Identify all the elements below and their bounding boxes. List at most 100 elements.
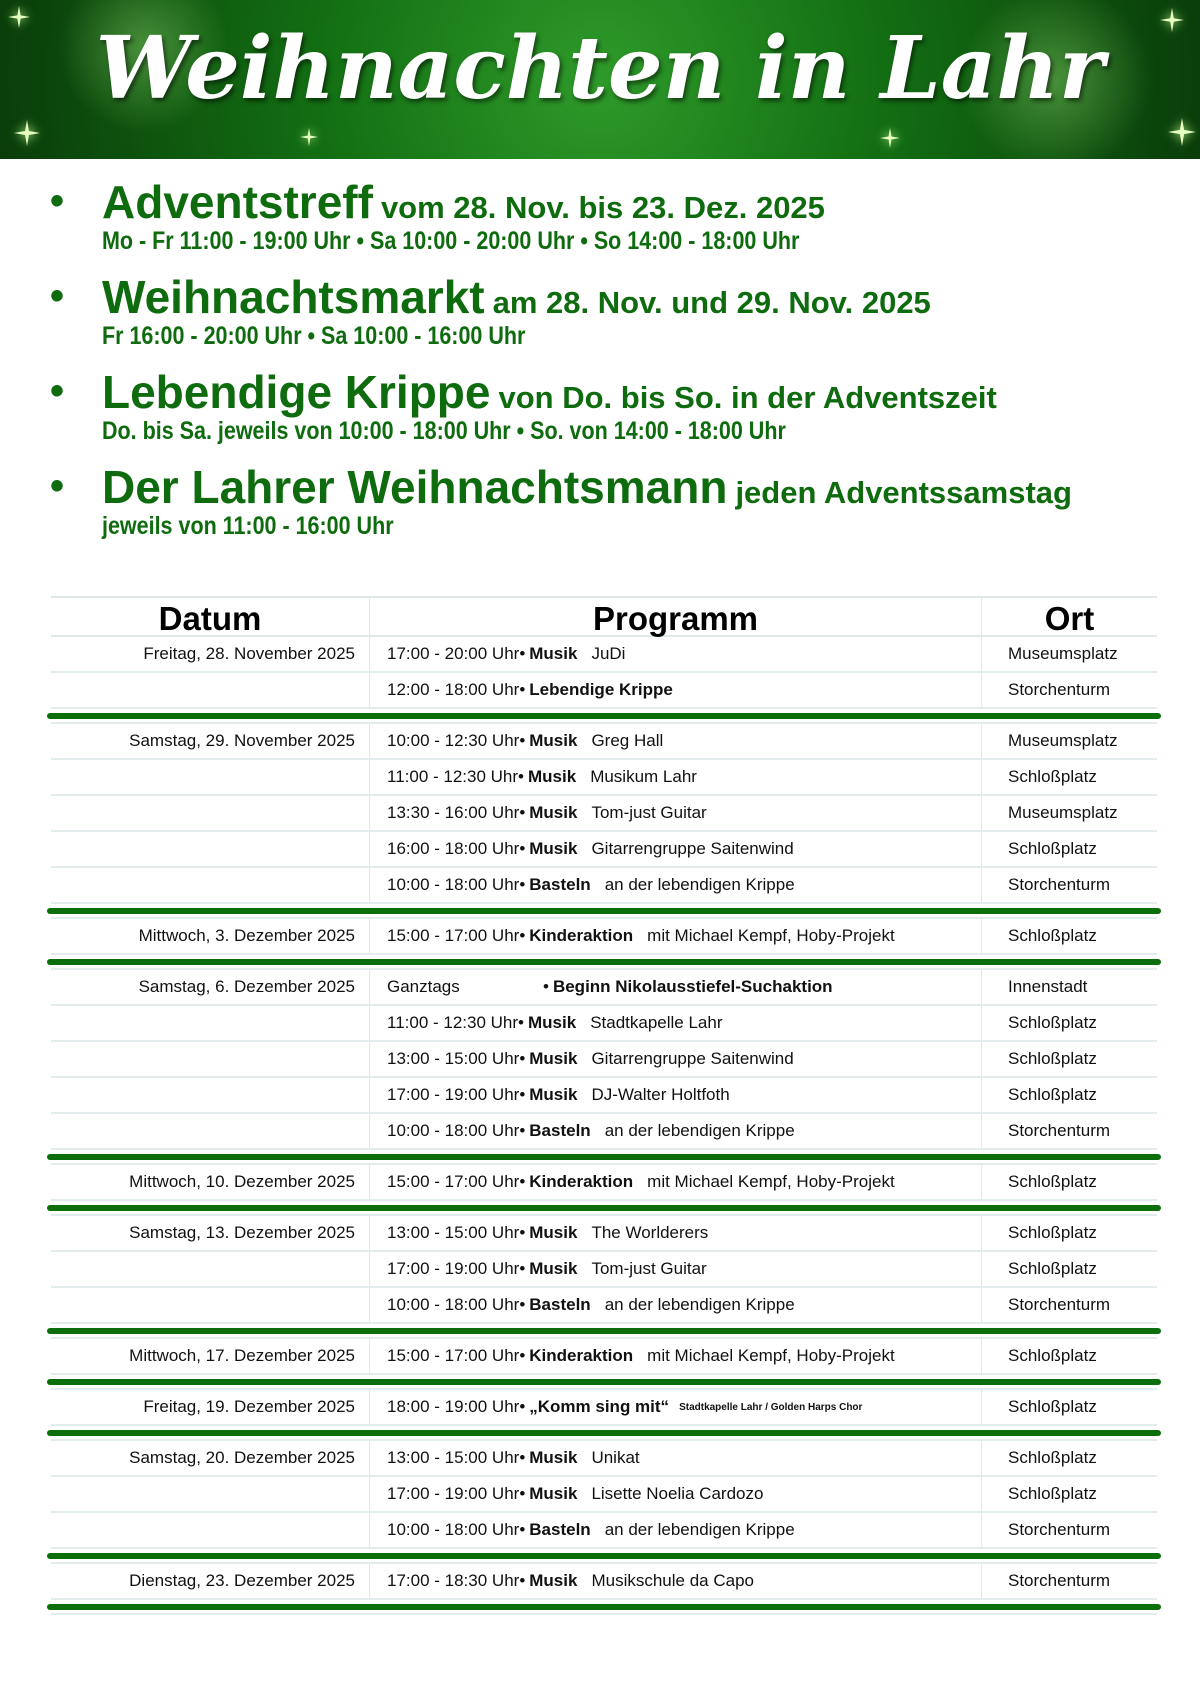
category-text: Musik <box>529 1049 578 1068</box>
table-row: 13:00 - 15:00 Uhr • Musik Gitarrengruppe … <box>51 1042 1157 1078</box>
event-times: Fr 16:00 - 20:00 Uhr • Sa 10:00 - 16:00 … <box>102 322 526 350</box>
group-divider <box>47 1426 1161 1441</box>
time-text: 10:00 - 12:30 Uhr <box>387 731 520 750</box>
table-row: Samstag, 6. Dezember 2025 Ganztags • Begi… <box>51 970 1157 1006</box>
place-cell: Schloßplatz <box>982 832 1157 866</box>
date-cell <box>51 796 369 830</box>
table-row: Dienstag, 23. Dezember 2025 17:00 - 18:30… <box>51 1564 1157 1600</box>
bullet-icon: • <box>519 680 526 699</box>
detail-text: The Worlderers <box>591 1223 709 1242</box>
program-cell: 10:00 - 12:30 Uhr • Musik Greg Hall <box>369 724 982 758</box>
table-row: 12:00 - 18:00 Uhr • Lebendige Krippe Stor… <box>51 673 1157 709</box>
time-text: 17:00 - 18:30 Uhr <box>387 1571 520 1590</box>
event-name: Der Lahrer Weihnachtsmann <box>102 461 728 513</box>
place-cell: Schloßplatz <box>982 1006 1157 1040</box>
place-text: Schloßplatz <box>1008 926 1097 945</box>
bullet-icon: • <box>519 731 526 750</box>
event-dates: am 28. Nov. und 29. Nov. 2025 <box>492 285 931 320</box>
event-times-wrap: Fr 16:00 - 20:00 Uhr • Sa 10:00 - 16:00 … <box>102 322 1180 351</box>
date-cell <box>51 1477 369 1511</box>
place-cell: Schloßplatz <box>982 919 1157 953</box>
program-cell: Ganztags • Beginn Nikolausstiefel-Suchak… <box>369 970 982 1004</box>
sparkle-icon <box>8 6 30 28</box>
category-text: Musik <box>528 1013 577 1032</box>
table-row: 10:00 - 18:00 Uhr • Basteln an der lebend… <box>51 1513 1157 1549</box>
bullet-icon: • <box>519 1085 526 1104</box>
group-divider <box>47 1375 1161 1390</box>
place-text: Schloßplatz <box>1008 1172 1097 1191</box>
detail-text: an der lebendigen Krippe <box>604 1295 795 1314</box>
time-text: 10:00 - 18:00 Uhr <box>387 1295 520 1314</box>
place-text: Schloßplatz <box>1008 1223 1097 1242</box>
sparkle-icon <box>1168 118 1196 146</box>
program-cell: 17:00 - 19:00 Uhr • Musik Lisette Noelia … <box>369 1477 982 1511</box>
place-cell: Museumsplatz <box>982 724 1157 758</box>
program-table: Datum Programm Ort Freitag, 28. November… <box>47 596 1161 1615</box>
time-text: 15:00 - 17:00 Uhr <box>387 926 520 945</box>
bullet-icon: • <box>519 875 526 894</box>
event-name: Lebendige Krippe <box>102 366 491 418</box>
date-cell <box>51 673 369 707</box>
category-text: Musik <box>529 839 578 858</box>
table-row: 11:00 - 12:30 Uhr • Musik Stadtkapelle La… <box>51 1006 1157 1042</box>
group-divider <box>47 955 1161 970</box>
time-text: 12:00 - 18:00 Uhr <box>387 680 520 699</box>
time-text: 10:00 - 18:00 Uhr <box>387 1520 520 1539</box>
place-text: Storchenturm <box>1008 875 1111 894</box>
date-text: Samstag, 6. Dezember 2025 <box>138 977 355 996</box>
event-dates: jeden Adventssamstag <box>735 475 1072 510</box>
time-text: 17:00 - 19:00 Uhr <box>387 1484 520 1503</box>
time-text: 13:00 - 15:00 Uhr <box>387 1223 520 1242</box>
detail-text: Musikschule da Capo <box>591 1571 754 1590</box>
category-text: Musik <box>528 767 577 786</box>
group-divider <box>47 1600 1161 1615</box>
table-row: 10:00 - 18:00 Uhr • Basteln an der lebend… <box>51 868 1157 904</box>
page-title: Weihnachten in Lahr <box>95 18 1105 119</box>
place-text: Storchenturm <box>1008 1295 1111 1314</box>
table-row: 10:00 - 18:00 Uhr • Basteln an der lebend… <box>51 1114 1157 1150</box>
table-row: 17:00 - 19:00 Uhr • Musik DJ-Walter Holtf… <box>51 1078 1157 1114</box>
bullet-icon: • <box>519 1295 526 1314</box>
place-cell: Storchenturm <box>982 1288 1157 1322</box>
detail-text: JuDi <box>591 644 626 663</box>
date-cell: Mittwoch, 17. Dezember 2025 <box>51 1339 369 1373</box>
place-text: Schloßplatz <box>1008 1448 1097 1467</box>
date-text: Samstag, 20. Dezember 2025 <box>129 1448 355 1467</box>
table-row: 17:00 - 19:00 Uhr • Musik Lisette Noelia … <box>51 1477 1157 1513</box>
detail-text: Unikat <box>591 1448 640 1467</box>
place-text: Museumsplatz <box>1008 803 1118 822</box>
program-cell: 17:00 - 19:00 Uhr • Musik DJ-Walter Holtf… <box>369 1078 982 1112</box>
place-text: Schloßplatz <box>1008 839 1097 858</box>
place-text: Schloßplatz <box>1008 1259 1097 1278</box>
program-cell: 17:00 - 19:00 Uhr • Musik Tom-just Guitar <box>369 1252 982 1286</box>
program-cell: 17:00 - 20:00 Uhr • Musik JuDi <box>369 637 982 671</box>
category-text: Lebendige Krippe <box>529 680 673 699</box>
detail-text: mit Michael Kempf, Hoby-Projekt <box>647 926 895 945</box>
detail-text: Gitarrengruppe Saitenwind <box>591 839 794 858</box>
group-divider <box>47 1201 1161 1216</box>
date-cell: Dienstag, 23. Dezember 2025 <box>51 1564 369 1598</box>
event-name: Weihnachtsmarkt <box>102 271 485 323</box>
bullet-icon: • <box>518 767 524 786</box>
bullet-icon: • <box>519 926 526 945</box>
place-cell: Storchenturm <box>982 1114 1157 1148</box>
table-row: Mittwoch, 3. Dezember 2025 15:00 - 17:00 … <box>51 919 1157 955</box>
table-row: Samstag, 13. Dezember 2025 13:00 - 15:00 … <box>51 1216 1157 1252</box>
detail-text: DJ-Walter Holtfoth <box>591 1085 730 1104</box>
place-cell: Museumsplatz <box>982 796 1157 830</box>
place-text: Storchenturm <box>1008 1571 1111 1590</box>
table-row: 11:00 - 12:30 Uhr • Musik Musikum Lahr Sch… <box>51 760 1157 796</box>
category-text: Basteln <box>529 1121 591 1140</box>
date-cell <box>51 868 369 902</box>
place-text: Storchenturm <box>1008 1121 1111 1140</box>
place-cell: Schloßplatz <box>982 1165 1157 1199</box>
program-cell: 11:00 - 12:30 Uhr • Musik Musikum Lahr <box>369 760 982 794</box>
program-cell: 10:00 - 18:00 Uhr • Basteln an der lebend… <box>369 1288 982 1322</box>
bullet-icon: • <box>50 464 65 508</box>
table-row: Freitag, 28. November 2025 17:00 - 20:00 … <box>51 637 1157 673</box>
bullet-icon: • <box>519 1223 526 1242</box>
program-cell: 13:00 - 15:00 Uhr • Musik The Worlderers <box>369 1216 982 1250</box>
detail-text: Lisette Noelia Cardozo <box>591 1484 764 1503</box>
place-text: Schloßplatz <box>1008 1049 1097 1068</box>
event-item: • Weihnachtsmarkt am 28. Nov. und 29. Nov.… <box>50 270 1180 351</box>
